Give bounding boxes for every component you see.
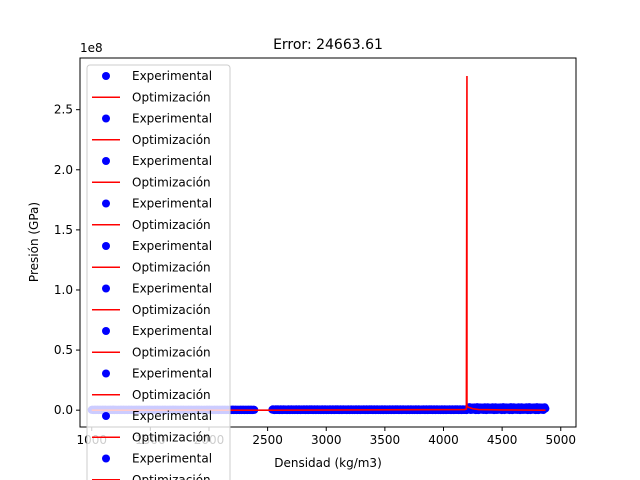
legend-label: Experimental — [132, 367, 212, 381]
y-offset-label: 1e8 — [80, 41, 103, 55]
legend-label: Optimización — [132, 90, 211, 104]
legend-marker-dot — [102, 157, 110, 165]
y-tick-label: 2.0 — [54, 163, 73, 177]
legend-label: Experimental — [132, 69, 212, 83]
legend-marker-dot — [102, 199, 110, 208]
legend-marker-dot — [102, 242, 110, 250]
legend-marker-dot — [102, 454, 110, 463]
legend-label: Optimización — [132, 260, 211, 274]
legend-box — [86, 64, 231, 480]
y-tick-label: 0.5 — [54, 343, 73, 357]
legend: Experimental Optimización Experimental Opti… — [86, 64, 231, 480]
legend-label: Experimental — [132, 282, 212, 296]
legend-label: Optimización — [132, 345, 211, 359]
legend-marker-dot — [102, 284, 110, 293]
y-tick-label: 1.0 — [54, 283, 73, 297]
legend-label: Experimental — [132, 452, 212, 466]
plot-frame — [79, 57, 577, 428]
legend-label: Experimental — [132, 409, 212, 423]
legend-marker-dot — [102, 327, 110, 335]
legend-label: Experimental — [132, 324, 212, 338]
legend-label: Optimización — [132, 388, 211, 402]
legend-label: Optimización — [132, 218, 211, 232]
x-tick-label: 3000 — [311, 433, 342, 447]
legend-marker-dot — [102, 369, 110, 378]
legend-label: Optimización — [132, 473, 211, 480]
legend-label: Optimización — [132, 303, 211, 317]
y-tick-label: 1.5 — [54, 223, 73, 237]
x-tick-label: 2500 — [252, 433, 283, 447]
legend-marker-dot — [102, 412, 110, 420]
experimental-point — [541, 404, 550, 413]
y-tick-label: 2.5 — [54, 103, 73, 117]
legend-marker-dot — [102, 72, 110, 80]
y-axis-label: Presión (GPa) — [27, 202, 41, 282]
x-tick-label: 4000 — [428, 433, 459, 447]
chart-title: Error: 24663.61 — [273, 37, 383, 53]
optimizacion-line — [91, 76, 546, 411]
legend-marker-dot — [102, 114, 110, 123]
x-tick-label: 5000 — [545, 433, 576, 447]
legend-label: Experimental — [132, 197, 212, 211]
legend-label: Experimental — [132, 112, 212, 126]
legend-label: Optimización — [132, 133, 211, 147]
legend-label: Experimental — [132, 154, 212, 168]
legend-label: Optimización — [132, 175, 211, 189]
x-tick-label: 3500 — [370, 433, 401, 447]
legend-label: Experimental — [132, 239, 212, 253]
x-tick-label: 4500 — [487, 433, 518, 447]
x-axis-label: Densidad (kg/m3) — [274, 456, 382, 470]
y-tick-label: 0.0 — [54, 403, 73, 417]
legend-label: Optimización — [132, 430, 211, 444]
